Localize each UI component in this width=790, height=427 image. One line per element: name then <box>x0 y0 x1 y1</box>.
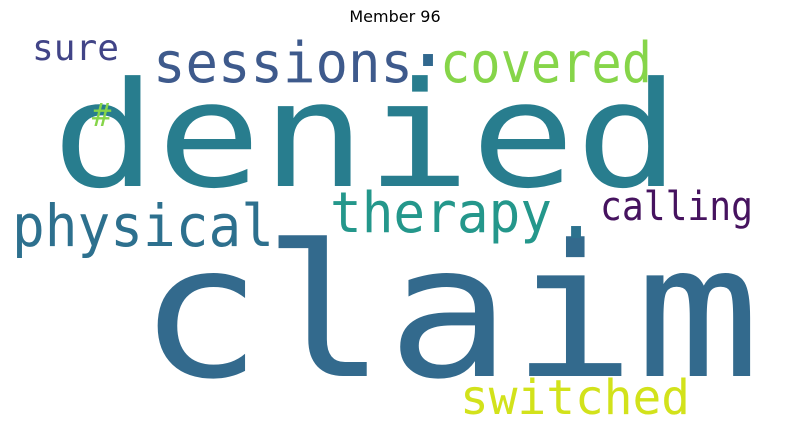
word-calling: calling <box>600 184 753 230</box>
word-claim: claim <box>138 206 760 420</box>
word-switched: switched <box>460 370 690 426</box>
word-physical: physical <box>12 192 274 260</box>
word-period-1: . <box>404 0 452 85</box>
chart-title: Member 96 <box>349 7 441 26</box>
word-hash: # <box>92 96 112 134</box>
word-period-2: . <box>552 164 600 257</box>
word-therapy: therapy <box>330 181 552 246</box>
word-covered: covered <box>440 31 652 96</box>
word-denied: denied <box>52 51 680 221</box>
word-sure: sure <box>32 28 119 69</box>
word-sessions: sessions <box>153 31 413 96</box>
